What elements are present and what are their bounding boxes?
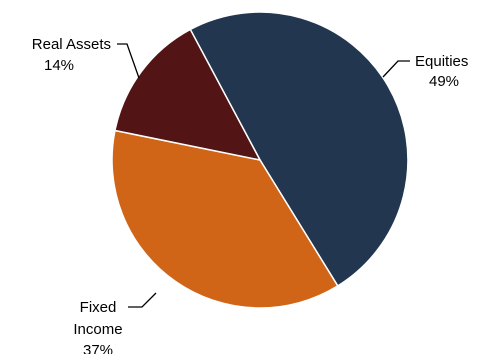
pie-slice-equities: [189, 11, 409, 287]
label-group-equities: Equities 49%: [382, 53, 468, 90]
slice-label-equities: Equities: [415, 53, 468, 70]
slice-label-fixed-income-line2: Income: [73, 321, 122, 338]
slice-value-real-assets: 14%: [44, 57, 74, 74]
pie-slices: [111, 11, 409, 309]
slice-label-fixed-income-line1: Fixed: [80, 299, 117, 316]
slice-value-fixed-income: 37%: [83, 342, 113, 354]
label-group-real-assets: Real Assets 14%: [32, 36, 140, 79]
slice-value-equities: 49%: [429, 73, 459, 90]
label-group-fixed-income: Fixed Income 37%: [73, 292, 157, 359]
pie-slice-fixed-income: [111, 129, 339, 309]
leader-line-equities: [382, 60, 410, 78]
leader-line-real-assets: [117, 43, 140, 79]
pie-slice-real-assets: [114, 28, 262, 162]
leader-line-fixed-income: [128, 292, 157, 308]
slice-label-real-assets: Real Assets: [32, 36, 111, 53]
